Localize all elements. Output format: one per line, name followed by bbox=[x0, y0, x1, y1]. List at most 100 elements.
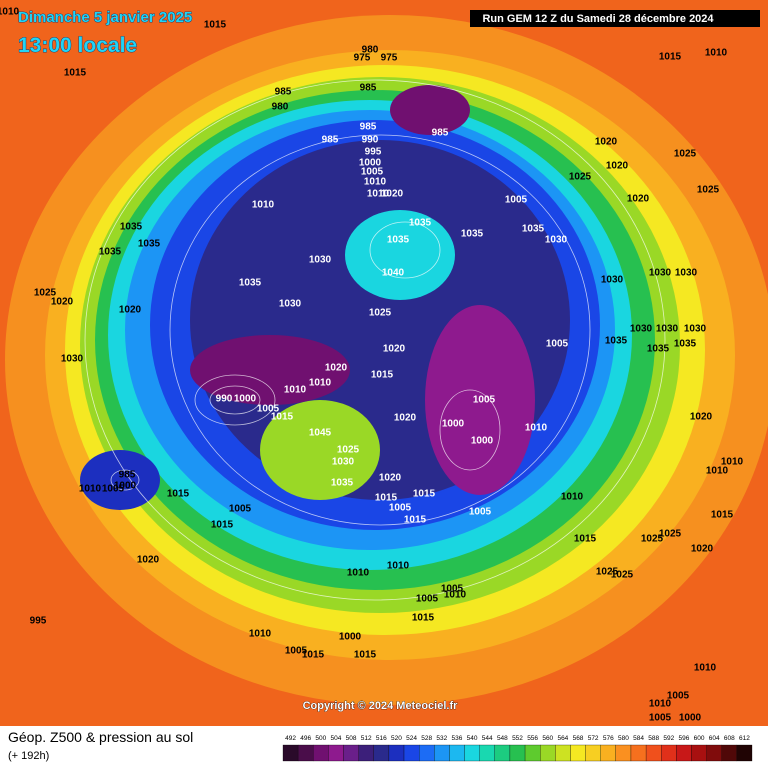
pressure-label: 1020 bbox=[383, 344, 406, 355]
pressure-label: 1010 bbox=[721, 457, 744, 468]
scale-swatch bbox=[570, 744, 586, 762]
scale-swatch bbox=[721, 744, 738, 762]
pressure-label: 995 bbox=[30, 616, 47, 627]
pressure-label: 1020 bbox=[325, 363, 348, 374]
scale-label: 584 bbox=[633, 735, 644, 742]
scale-swatch bbox=[373, 744, 390, 762]
scale-swatch bbox=[282, 744, 299, 762]
scale-label: 544 bbox=[482, 735, 493, 742]
pressure-label: 1030 bbox=[630, 324, 653, 335]
scale-swatch bbox=[691, 744, 707, 762]
pressure-label: 1005 bbox=[389, 503, 412, 514]
pressure-label: 1025 bbox=[674, 149, 697, 160]
scale-label: 508 bbox=[346, 735, 357, 742]
scale-label: 592 bbox=[663, 735, 674, 742]
pressure-label: 1005 bbox=[285, 646, 308, 657]
pressure-label: 1005 bbox=[546, 339, 569, 350]
scale-label: 496 bbox=[300, 735, 311, 742]
pressure-label: 1005 bbox=[102, 484, 125, 495]
scale-swatch bbox=[449, 744, 465, 762]
pressure-label: 1000 bbox=[471, 436, 494, 447]
pressure-label: 1000 bbox=[442, 419, 465, 430]
pressure-label: 1025 bbox=[697, 185, 720, 196]
pressure-label: 985 bbox=[360, 83, 377, 94]
pressure-label: 1015 bbox=[204, 20, 227, 31]
scale-label: 516 bbox=[376, 735, 387, 742]
pressure-label: 1010 bbox=[705, 48, 728, 59]
scale-label: 600 bbox=[694, 735, 705, 742]
scale-swatch bbox=[297, 744, 314, 762]
pressure-label: 1020 bbox=[606, 161, 629, 172]
pressure-label: 1035 bbox=[99, 247, 122, 258]
color-scale: 492 496 500 504 508 512 516 520 524 528 532 536 540 5… bbox=[282, 735, 753, 762]
pressure-label: 1035 bbox=[331, 478, 354, 489]
copyright: Copyright © 2024 Meteociel.fr bbox=[303, 700, 459, 712]
pressure-label: 1005 bbox=[505, 195, 528, 206]
pressure-label: 1020 bbox=[394, 413, 417, 424]
scale-label: 568 bbox=[573, 735, 584, 742]
geopotential-field bbox=[0, 0, 768, 726]
pressure-label: 1030 bbox=[332, 457, 355, 468]
pressure-label: 1020 bbox=[690, 412, 713, 423]
scale-swatch bbox=[358, 744, 374, 762]
pressure-label: 1030 bbox=[649, 268, 672, 279]
pressure-label: 1030 bbox=[61, 354, 84, 365]
scale-label: 520 bbox=[391, 735, 402, 742]
pressure-label: 1010 bbox=[367, 189, 390, 200]
pressure-label: 1005 bbox=[469, 507, 492, 518]
pressure-label: 975 bbox=[381, 53, 398, 64]
pressure-label: 1015 bbox=[354, 650, 377, 661]
pressure-label: 1035 bbox=[647, 344, 670, 355]
pressure-label: 980 bbox=[272, 102, 289, 113]
scale-label: 588 bbox=[648, 735, 659, 742]
forecast-time: 13:00 locale bbox=[18, 34, 137, 57]
scale-label: 596 bbox=[678, 735, 689, 742]
scale-label: 536 bbox=[452, 735, 463, 742]
pressure-label: 1025 bbox=[337, 445, 360, 456]
pressure-label: 1035 bbox=[605, 336, 628, 347]
scale-label: 560 bbox=[542, 735, 553, 742]
pressure-label: 975 bbox=[354, 53, 371, 64]
scale-swatch bbox=[509, 744, 526, 762]
pressure-label: 1010 bbox=[0, 7, 20, 18]
pressure-label: 1030 bbox=[675, 268, 698, 279]
pressure-label: 995 bbox=[365, 147, 382, 158]
pressure-label: 1010 bbox=[364, 177, 387, 188]
pressure-label: 985 bbox=[119, 470, 136, 481]
pressure-label: 1015 bbox=[302, 650, 325, 661]
pressure-label: 1025 bbox=[641, 534, 664, 545]
pressure-label: 1005 bbox=[416, 594, 439, 605]
pressure-label: 1010 bbox=[525, 423, 548, 434]
pressure-label: 1020 bbox=[691, 544, 714, 555]
pressure-label: 985 bbox=[322, 135, 339, 146]
pressure-label: 990 bbox=[216, 394, 233, 405]
scale-swatch bbox=[630, 744, 647, 762]
scale-label: 500 bbox=[315, 735, 326, 742]
scale-label: 504 bbox=[331, 735, 342, 742]
pressure-label: 1035 bbox=[120, 222, 143, 233]
pressure-label: 1015 bbox=[574, 534, 597, 545]
scale-swatch bbox=[615, 744, 632, 762]
scale-label: 576 bbox=[603, 735, 614, 742]
pressure-label: 1005 bbox=[257, 404, 280, 415]
pressure-label: 1015 bbox=[271, 412, 294, 423]
pressure-label: 1010 bbox=[387, 561, 410, 572]
scale-label: 580 bbox=[618, 735, 629, 742]
pressure-label: 1010 bbox=[649, 699, 672, 710]
footer-lead: (+ 192h) bbox=[8, 750, 49, 762]
pressure-labels: 1010101510159809759759859859809859859859… bbox=[0, 7, 744, 724]
pressure-label: 1000 bbox=[359, 158, 382, 169]
pressure-label: 1020 bbox=[119, 305, 142, 316]
pressure-label: 985 bbox=[432, 128, 449, 139]
scale-label: 608 bbox=[724, 735, 735, 742]
pressure-label: 1025 bbox=[659, 529, 682, 540]
scale-label: 548 bbox=[497, 735, 508, 742]
pressure-label: 990 bbox=[362, 135, 379, 146]
pressure-label: 980 bbox=[362, 45, 379, 56]
pressure-label: 1000 bbox=[234, 394, 257, 405]
pressure-label: 1005 bbox=[229, 504, 252, 515]
pressure-label: 1025 bbox=[34, 288, 57, 299]
pressure-label: 1015 bbox=[167, 489, 190, 500]
pressure-label: 1035 bbox=[522, 224, 545, 235]
scale-swatch bbox=[706, 744, 722, 762]
